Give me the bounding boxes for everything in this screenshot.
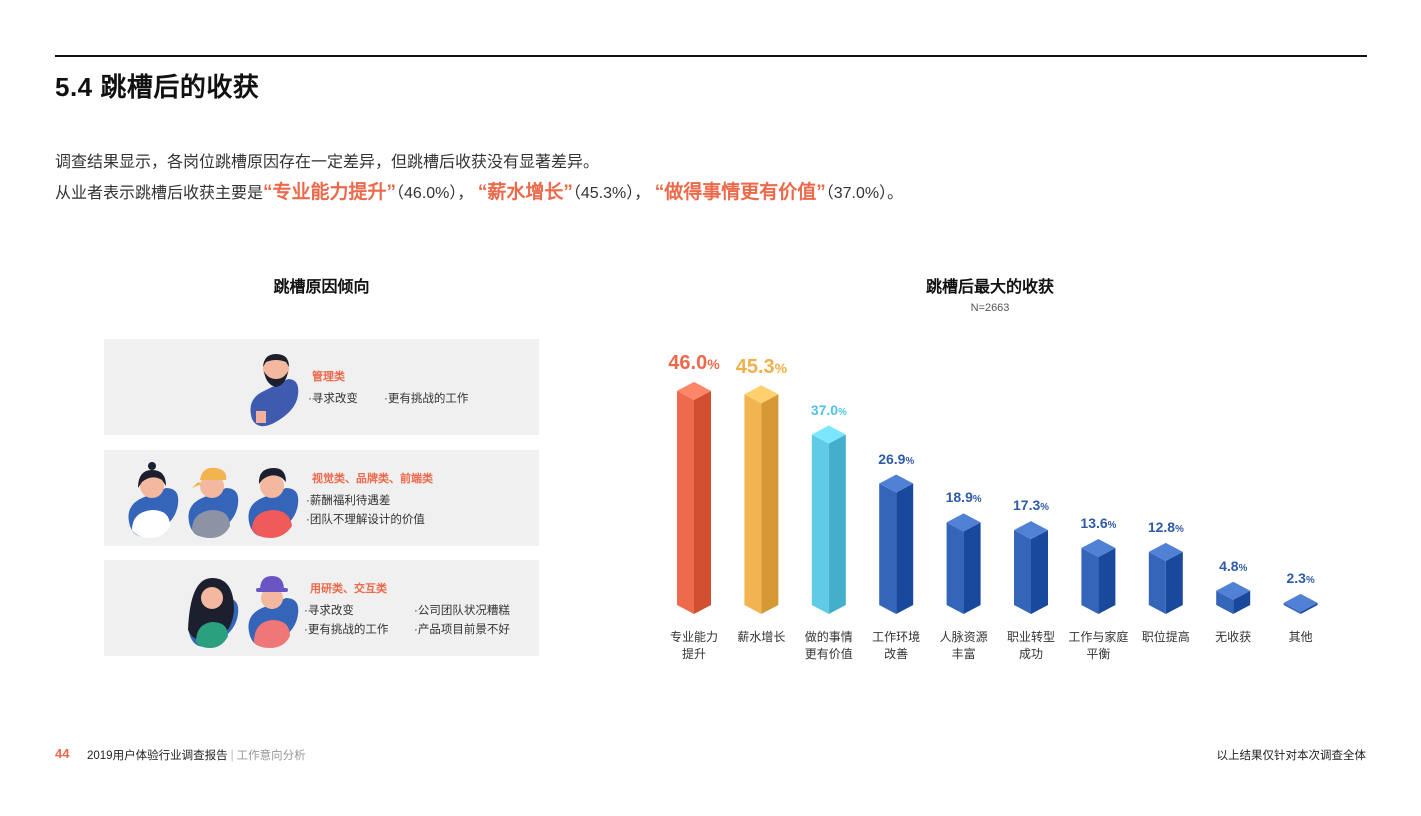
bar-value-label: 37.0% xyxy=(810,401,847,418)
bar-top-face xyxy=(1216,581,1251,600)
bar-right-face xyxy=(963,522,981,614)
avatar-woman-bun-icon xyxy=(128,462,179,538)
reason-item: ·薪酬福利待遇差 xyxy=(306,495,391,507)
bar-left-face xyxy=(1081,548,1099,614)
category-label: 专业能力 提升 xyxy=(669,630,718,661)
bar-left-face xyxy=(1014,530,1031,614)
footer-report-title: 2019用户体验行业调查报告 | 工作意向分析 xyxy=(87,747,306,763)
highlight-skill-value: （46.0%）， xyxy=(396,185,474,202)
bar-value-label: 26.9% xyxy=(878,450,915,467)
quote-close: ” xyxy=(563,182,573,203)
reason-item: ·团队不理解设计的价值 xyxy=(306,514,425,526)
bar-left-face xyxy=(1148,551,1166,614)
reason-item: ·公司团队状况糟糕 xyxy=(414,605,510,617)
bar-right-face xyxy=(694,390,711,614)
bar-value-label: 4.8% xyxy=(1219,557,1248,574)
bar-top-face xyxy=(946,513,981,532)
bar-right-face xyxy=(1300,602,1318,614)
card-heading: 视觉类、品牌类、前端类 xyxy=(312,473,433,485)
bar-right-face xyxy=(1233,590,1251,614)
sample-size-label: N=2663 xyxy=(970,302,1010,314)
bar-right-face xyxy=(828,434,846,614)
bar-chart-plot xyxy=(677,381,1318,614)
summary-text: 调查结果显示，各岗位跳槽原因存在一定差异，但跳槽后收获没有显著差异。 从业者表示… xyxy=(55,148,903,209)
bar-value-label: 45.3% xyxy=(735,356,788,378)
summary-line-2: 从业者表示跳槽后收获主要是“专业能力提升”（46.0%）， “薪水增长”（45.… xyxy=(55,178,903,209)
avatar-woman-hat-icon xyxy=(248,576,299,648)
reason-card-visual: 视觉类、品牌类、前端类 ·薪酬福利待遇差 ·团队不理解设计的价值 xyxy=(104,450,539,546)
reason-card-management: 管理类 ·寻求改变 ·更有挑战的工作 xyxy=(104,339,539,435)
highlight-salary: 薪水增长 xyxy=(487,182,564,203)
card-heading: 用研类、交互类 xyxy=(310,583,387,595)
reason-card-research: 用研类、交互类 ·寻求改变 ·公司团队状况糟糕 ·更有挑战的工作 ·产品项目前景… xyxy=(104,560,539,656)
reason-item: ·寻求改变 xyxy=(304,605,354,617)
highlight-skill: 专业能力提升 xyxy=(272,182,387,203)
highlight-value: 做得事情更有价值 xyxy=(664,182,817,203)
avatar-man-red-shirt-icon xyxy=(248,468,299,538)
bar-top-face xyxy=(1148,542,1183,561)
quote-open: “ xyxy=(263,182,273,203)
category-label: 做的事情 更有价值 xyxy=(804,630,853,661)
bar-left-face xyxy=(811,434,829,614)
bar-top-face xyxy=(1081,539,1116,558)
page-title: 5.4 跳槽后的收获 xyxy=(55,72,260,102)
bar-top-face xyxy=(677,381,711,400)
bar-value-label: 12.8% xyxy=(1147,518,1184,535)
highlight-salary-value: （45.3%）， xyxy=(572,185,651,202)
reason-item: ·产品项目前景不好 xyxy=(414,624,510,636)
bar-value-label: 18.9% xyxy=(945,489,982,506)
bar-left-face xyxy=(1283,602,1301,614)
reason-item: ·更有挑战的工作 xyxy=(384,393,469,405)
avatar-man-cap-icon xyxy=(188,467,239,538)
summary-prefix: 从业者表示跳槽后收获主要是 xyxy=(55,185,264,202)
category-label: 无收获 xyxy=(1215,630,1252,644)
category-label: 人脉资源 丰富 xyxy=(939,630,988,661)
card-heading: 管理类 xyxy=(312,371,345,383)
bar-top-face xyxy=(811,425,846,444)
bar-top-face xyxy=(879,474,914,493)
reason-item: ·寻求改变 xyxy=(308,393,358,405)
category-label: 其他 xyxy=(1288,630,1313,644)
quote-open: “ xyxy=(477,182,488,203)
top-divider xyxy=(55,55,1367,57)
bar-right-face xyxy=(896,483,914,614)
bar-top-face xyxy=(1283,593,1318,612)
bar-right-face xyxy=(1098,548,1116,614)
quote-close: ” xyxy=(386,182,397,203)
bar-right-face xyxy=(1165,551,1183,614)
bar-top-face xyxy=(1014,521,1048,540)
bar-right-face xyxy=(761,394,779,614)
bar-value-label: 17.3% xyxy=(1013,497,1049,514)
reasons-title: 跳槽原因倾向 xyxy=(273,279,370,296)
category-label: 职业转型 成功 xyxy=(1006,630,1055,661)
highlight-value-value: （37.0%）。 xyxy=(825,185,904,202)
bar-left-face xyxy=(946,522,964,614)
bar-left-face xyxy=(1216,590,1234,614)
footer-note: 以上结果仅针对本次调查全体 xyxy=(1216,750,1367,762)
bar-value-label: 13.6% xyxy=(1080,515,1117,532)
avatar-woman-long-hair-icon xyxy=(188,578,239,648)
quote-close: ” xyxy=(816,182,826,203)
bar-top-face xyxy=(744,385,779,404)
bar-left-face xyxy=(744,394,762,614)
report-title: 2019用户体验行业调查报告 xyxy=(87,750,228,762)
category-label: 职位提高 xyxy=(1141,630,1190,644)
bar-left-face xyxy=(677,390,694,614)
category-label: 工作环境 改善 xyxy=(872,630,921,661)
gains-bar-chart: 46.0% 专业能力 提升 45.3% 薪水增长 37.0% 做的事情 更有价值 26.9% 工作… xyxy=(640,330,1360,680)
bar-right-face xyxy=(1031,530,1048,614)
section-name: 工作意向分析 xyxy=(236,750,306,762)
gains-chart-title: 跳槽后最大的收获 xyxy=(925,279,1054,296)
summary-line-1: 调查结果显示，各岗位跳槽原因存在一定差异，但跳槽后收获没有显著差异。 xyxy=(55,154,600,171)
bar-value-label: 46.0% xyxy=(668,352,720,374)
quote-open: “ xyxy=(654,182,665,203)
page-number: 44 xyxy=(55,746,70,761)
category-label: 薪水增长 xyxy=(737,630,786,644)
reason-item: ·更有挑战的工作 xyxy=(304,624,389,636)
bar-left-face xyxy=(879,483,897,614)
avatar-bearded-man-icon xyxy=(250,354,299,427)
category-label: 工作与家庭 平衡 xyxy=(1068,630,1129,661)
bar-value-label: 2.3% xyxy=(1286,569,1315,586)
footer-separator: | xyxy=(230,750,234,762)
